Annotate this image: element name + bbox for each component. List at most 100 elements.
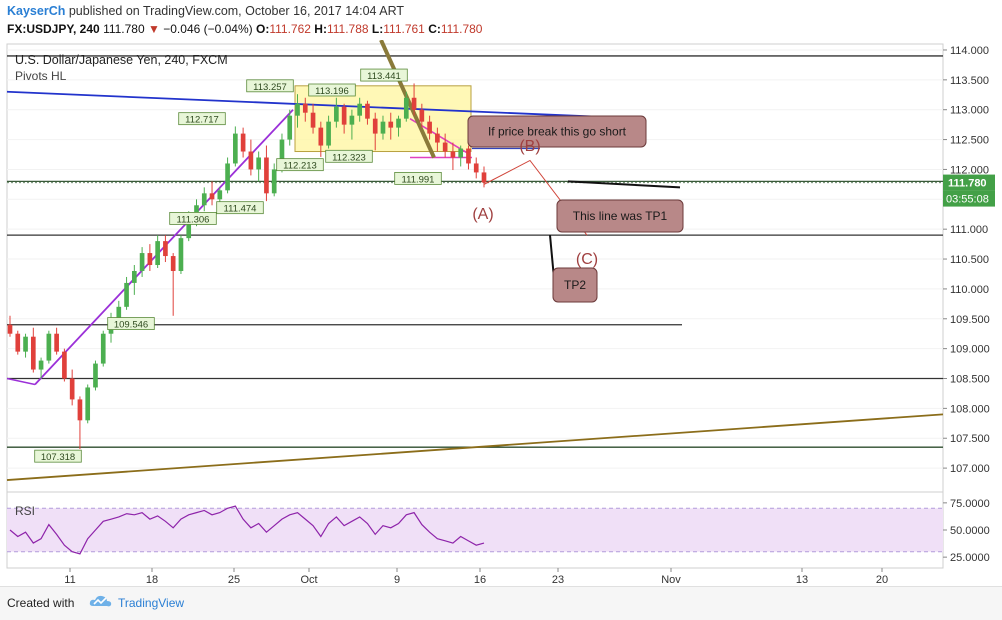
- candle-body: [365, 103, 370, 119]
- candle-body: [30, 336, 36, 370]
- pivot-label: 109.546: [114, 320, 148, 331]
- pivot-label: 111.474: [224, 204, 257, 215]
- candle-body: [62, 351, 67, 379]
- candle-body: [271, 169, 277, 194]
- rsi-title: RSI: [15, 504, 35, 518]
- price-tick-label: 111.000: [950, 224, 988, 236]
- candle-body: [46, 333, 52, 361]
- chart-header: KayserCh published on TradingView.com, O…: [0, 0, 1002, 40]
- last-price-badge: [943, 174, 995, 191]
- candle-body: [341, 106, 347, 125]
- last-price-badge-text: 111.780: [948, 178, 987, 190]
- down-arrow-icon: ▼: [148, 22, 160, 36]
- pivot-label: 112.323: [332, 152, 366, 163]
- candle-body: [54, 333, 59, 352]
- candle-body: [264, 157, 269, 194]
- time-tick-label: 11: [64, 574, 75, 586]
- high-label: H:: [314, 22, 327, 36]
- price-tick-label: 108.000: [950, 403, 990, 415]
- candle-body: [186, 217, 192, 239]
- candle-body: [326, 121, 331, 146]
- support-base-line: [6, 377, 36, 386]
- candle-body: [93, 363, 98, 388]
- candle-body: [69, 378, 75, 400]
- time-tick-label: 23: [552, 574, 564, 586]
- candle-body: [131, 270, 137, 283]
- price-tick-label: 113.000: [950, 105, 989, 117]
- resistance-trendline: [6, 90, 645, 120]
- rsi-tick-label: 25.0000: [950, 552, 990, 564]
- wave-c-label: (C): [576, 251, 598, 268]
- tp2-callout-text: TP2: [564, 278, 586, 292]
- grid: [7, 49, 943, 469]
- candle-body: [458, 148, 464, 158]
- pivot-label-box: [308, 83, 356, 97]
- tp1-callout-text: This line was TP1: [573, 209, 668, 223]
- candle-body: [178, 238, 184, 271]
- pivot-label: 113.196: [315, 86, 349, 97]
- time-tick-label: 9: [394, 574, 400, 586]
- pivot-label: 113.441: [367, 71, 401, 82]
- candle-body: [442, 142, 448, 152]
- tp1-pointer: [567, 180, 681, 189]
- price-tick-label: 113.500: [950, 75, 989, 87]
- change-value: −0.046 (−0.04%): [163, 22, 253, 36]
- candle-body: [318, 127, 324, 146]
- publish-info: published on TradingView.com, October 16…: [68, 4, 405, 18]
- chart-title: U.S. Dollar/Japanese Yen, 240, FXCM: [15, 53, 228, 67]
- high-value: 111.788: [326, 22, 369, 36]
- price-tick-label: 107.000: [950, 463, 990, 475]
- ohlc-line: FX:USDJPY, 240 111.780 ▼ −0.046 (−0.04%)…: [7, 22, 482, 36]
- candle-body: [240, 133, 246, 152]
- price-tick-label: 107.500: [950, 433, 990, 445]
- open-label: O:: [256, 22, 270, 36]
- time-tick-label: Oct: [300, 574, 317, 586]
- pivot-label-box: [360, 68, 408, 82]
- tradingview-cloud-icon: [89, 595, 112, 607]
- candle-body: [380, 121, 386, 134]
- candle-body: [209, 193, 215, 200]
- price-tick-label: 112.500: [950, 135, 989, 147]
- wave-a-label: (A): [472, 206, 493, 223]
- price-tick-label: 108.500: [950, 374, 990, 386]
- candle-body: [139, 253, 145, 271]
- pivot-label: 111.991: [402, 174, 435, 185]
- pivot-label: 113.257: [253, 82, 287, 93]
- pivot-label-box: [246, 79, 294, 93]
- close-value: 111.780: [440, 22, 483, 36]
- countdown-badge: [943, 190, 995, 207]
- pivot-label: 107.318: [41, 452, 75, 463]
- pivot-label: 112.213: [283, 161, 317, 172]
- candle-body: [124, 282, 129, 307]
- candle-body: [217, 190, 223, 200]
- candle-body: [7, 324, 13, 334]
- consolidation-box: [294, 85, 472, 153]
- candle-body: [225, 163, 230, 191]
- candle-body: [295, 103, 300, 116]
- low-label: L:: [371, 22, 384, 36]
- candle-body: [163, 241, 168, 257]
- pivot-label: 111.306: [177, 214, 210, 225]
- pivot-label-box: [394, 171, 442, 185]
- pivot-label-box: [178, 112, 226, 126]
- candle-body: [334, 106, 339, 122]
- price-tick-label: 114.000: [950, 45, 989, 57]
- author-link[interactable]: KayserCh: [7, 4, 66, 18]
- candle-body: [403, 97, 409, 119]
- tp2-callout-box: [552, 267, 598, 303]
- last-price: 111.780: [103, 22, 145, 36]
- price-chart[interactable]: 113.257 112.717 113.196 113.441 112.213 112.3…: [0, 40, 1002, 586]
- symbol-label: FX:USDJPY, 240: [7, 22, 100, 36]
- candle-body: [170, 256, 176, 271]
- candle-body: [481, 172, 487, 183]
- candle-body: [155, 241, 160, 266]
- candle-body: [411, 97, 417, 110]
- footer: Created with TradingView: [0, 586, 1002, 620]
- candle-body: [116, 306, 122, 319]
- candle-body: [302, 103, 308, 113]
- candle-body: [427, 121, 432, 134]
- time-tick-label: 18: [146, 574, 158, 586]
- tradingview-link[interactable]: TradingView: [118, 596, 185, 610]
- candle-body: [248, 151, 254, 170]
- rsi-pane: 75.0000 50.0000 25.0000: [7, 491, 990, 564]
